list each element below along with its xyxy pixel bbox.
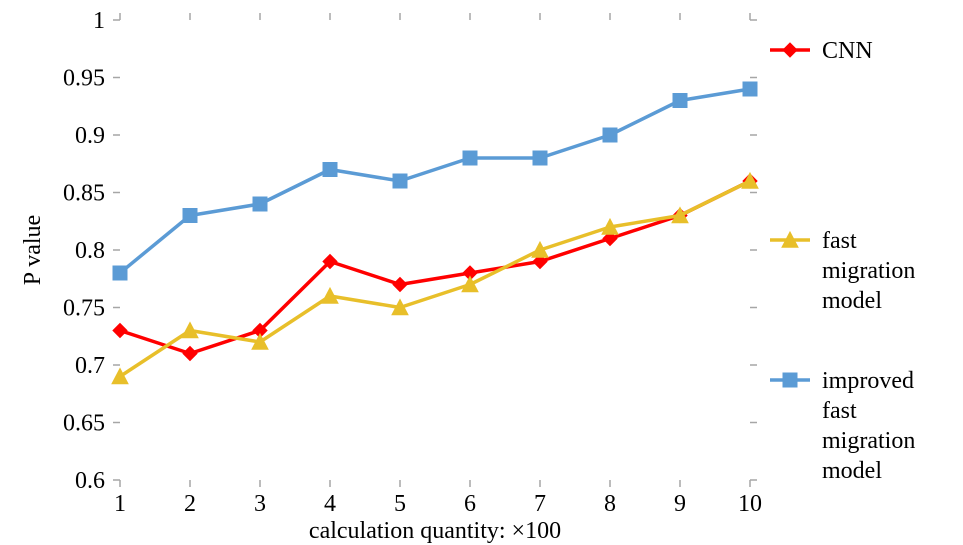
y-axis-title: P value	[20, 215, 46, 285]
series-improved_fast_migration-marker	[183, 209, 197, 223]
chart-container: 1 2 3 4 5 6 7 8 9 10 0.6 0.65 0.7 0.75 0.8 0.85 0.9 0.95 1…	[0, 0, 963, 545]
y-tick-label: 0.7	[75, 353, 105, 379]
legend-swatch-marker-cnn	[783, 43, 797, 57]
x-tick-label: 6	[464, 491, 476, 517]
x-tick-label: 3	[254, 491, 266, 517]
legend-item-fast_migration: fast migration model	[770, 228, 915, 314]
series-cnn-marker	[183, 347, 197, 361]
y-tick-label: 0.75	[63, 296, 105, 322]
legend-label-fast_migration: model	[822, 288, 882, 314]
y-tick-label: 0.95	[63, 66, 105, 92]
y-tick-label: 0.9	[75, 123, 105, 149]
legend-label-cnn: CNN	[822, 38, 873, 64]
series-cnn-marker	[113, 324, 127, 338]
series-improved_fast_migration-marker	[743, 82, 757, 96]
series-cnn-marker	[393, 278, 407, 292]
line-chart: 1 2 3 4 5 6 7 8 9 10 0.6 0.65 0.7 0.75 0.8 0.85 0.9 0.95 1…	[0, 0, 963, 545]
legend-label-improved_fast_migration: fast	[822, 398, 857, 424]
series-improved_fast_migration-marker	[533, 151, 547, 165]
series-improved_fast_migration	[113, 82, 757, 280]
legend-label-fast_migration: migration	[822, 258, 915, 284]
series-improved_fast_migration-marker	[323, 163, 337, 177]
x-tick-label: 4	[324, 491, 336, 517]
series-improved_fast_migration-marker	[463, 151, 477, 165]
legend-item-cnn: CNN	[770, 38, 873, 64]
y-tick-label: 0.85	[63, 181, 105, 207]
x-tick-label: 2	[184, 491, 196, 517]
legend-label-improved_fast_migration: migration	[822, 428, 915, 454]
legend-swatch-marker-improved_fast_migration	[783, 373, 797, 387]
legend-item-improved_fast_migration: improved fast migration model	[770, 368, 915, 484]
legend-label-fast_migration: fast	[822, 228, 857, 254]
x-tick-label: 5	[394, 491, 406, 517]
x-tick-label: 10	[738, 491, 762, 517]
x-tick-label: 9	[674, 491, 686, 517]
series-improved_fast_migration-marker	[113, 266, 127, 280]
legend-label-improved_fast_migration: improved	[822, 368, 914, 394]
y-tick-label: 0.65	[63, 411, 105, 437]
series-fast_migration-marker	[462, 277, 478, 292]
x-tick-label: 7	[534, 491, 546, 517]
series-improved_fast_migration-marker	[393, 174, 407, 188]
series-improved_fast_migration-line	[120, 89, 750, 273]
series-improved_fast_migration-marker	[673, 94, 687, 108]
y-tick-label: 0.8	[75, 238, 105, 264]
legend-label-improved_fast_migration: model	[822, 458, 882, 484]
x-axis-title: calculation quantity: ×100	[309, 518, 561, 544]
x-tick-label: 8	[604, 491, 616, 517]
x-tick-label: 1	[114, 491, 126, 517]
series-improved_fast_migration-marker	[253, 197, 267, 211]
series-cnn-line	[120, 181, 750, 354]
series-improved_fast_migration-marker	[603, 128, 617, 142]
y-tick-label: 0.6	[75, 468, 105, 494]
y-tick-label: 1	[93, 8, 105, 34]
